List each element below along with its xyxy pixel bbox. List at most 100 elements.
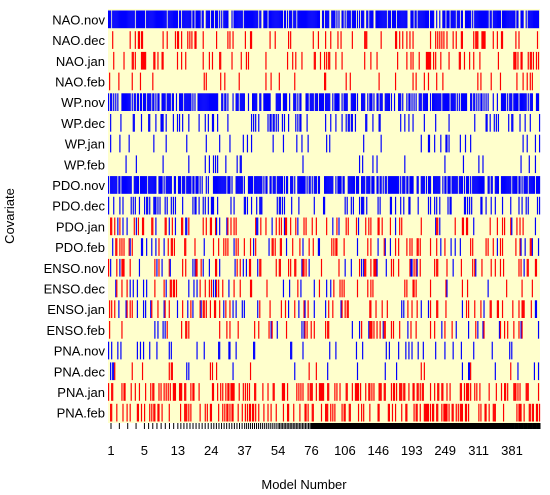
heatmap-cell (392, 321, 395, 339)
heatmap-cell (228, 383, 230, 401)
heatmap-cell (259, 176, 261, 194)
heatmap-cell (334, 383, 336, 401)
heatmap-cell (108, 196, 110, 215)
heatmap-cell (493, 403, 495, 422)
heatmap-cell (154, 10, 156, 29)
heatmap-cell (168, 403, 170, 422)
heatmap-cell (217, 155, 219, 174)
heatmap-cell (289, 93, 291, 111)
heatmap-cell (177, 31, 180, 49)
heatmap-cell (515, 176, 517, 194)
heatmap-cell (351, 93, 353, 111)
heatmap-cell (516, 93, 518, 111)
heatmap-cell (209, 362, 212, 381)
heatmap-cell (294, 10, 296, 29)
heatmap-cell (202, 300, 204, 318)
heatmap-cell (336, 217, 338, 236)
heatmap-cell (526, 383, 528, 401)
heatmap-cell (350, 114, 352, 132)
heatmap-cell (416, 238, 418, 256)
heatmap-cell (421, 383, 423, 401)
heatmap-cell (298, 300, 300, 318)
heatmap-cell (389, 217, 392, 236)
heatmap-cell (112, 176, 114, 194)
heatmap-cell (538, 176, 541, 194)
heatmap-cell (132, 51, 134, 70)
heatmap-cell (416, 300, 418, 318)
heatmap-cell (322, 383, 325, 401)
heatmap-cell (239, 10, 241, 29)
heatmap-cell (474, 258, 476, 277)
heatmap-cell (132, 196, 134, 215)
heatmap-cell (530, 238, 532, 256)
heatmap-cell (296, 383, 298, 401)
heatmap-cell (333, 279, 335, 298)
heatmap-cell (208, 258, 210, 277)
heatmap-cell (294, 258, 296, 277)
heatmap-cell (454, 10, 456, 29)
heatmap-cell (529, 176, 531, 194)
heatmap-cell (283, 217, 286, 236)
heatmap-cell (421, 176, 423, 194)
heatmap-cell (132, 114, 134, 132)
heatmap-cell (400, 93, 402, 111)
heatmap-cell (111, 403, 113, 422)
heatmap-cell (422, 383, 424, 401)
heatmap-cell (310, 383, 312, 401)
heatmap-cell (442, 93, 444, 111)
heatmap-cell (367, 176, 369, 194)
heatmap-cell (194, 31, 196, 49)
heatmap-cell (530, 93, 532, 111)
heatmap-cell (512, 176, 514, 194)
heatmap-cell (318, 383, 321, 401)
heatmap-cell (291, 10, 293, 29)
heatmap-cell (443, 10, 445, 29)
heatmap-cell (435, 114, 437, 132)
heatmap-cell (466, 217, 469, 236)
heatmap-cell (333, 238, 335, 256)
heatmap-cell (401, 300, 403, 318)
heatmap-cell (384, 10, 386, 29)
heatmap-cell (285, 238, 288, 256)
heatmap-cell (315, 93, 317, 111)
heatmap-cell (219, 10, 221, 29)
heatmap-cell (327, 403, 329, 422)
row-label: PNA.jan (57, 385, 105, 400)
heatmap-cell (163, 383, 165, 401)
heatmap-cell (437, 403, 439, 422)
heatmap-cell (304, 176, 306, 194)
heatmap-cell (517, 362, 519, 381)
heatmap-cell (445, 176, 447, 194)
heatmap-cell (273, 114, 275, 132)
heatmap-cell (192, 383, 194, 401)
heatmap-cell (229, 134, 231, 153)
heatmap-cell (361, 403, 363, 422)
heatmap-cell (495, 114, 497, 132)
heatmap-cell (445, 134, 447, 153)
heatmap-cell (336, 238, 338, 256)
heatmap-cell (471, 196, 473, 215)
heatmap-cell (157, 321, 159, 339)
heatmap-cell (292, 51, 294, 70)
heatmap-cell (256, 196, 258, 215)
heatmap-cell (190, 176, 192, 194)
heatmap-cell (165, 176, 167, 194)
heatmap-cell (444, 238, 446, 256)
heatmap-cell (131, 10, 133, 29)
heatmap-cell (441, 321, 443, 339)
heatmap-cell (129, 93, 131, 111)
heatmap-cell (524, 176, 526, 194)
heatmap-cell (172, 114, 174, 132)
heatmap-cell (212, 279, 215, 298)
heatmap-cell (525, 93, 527, 111)
heatmap-cell (290, 176, 292, 194)
heatmap-cell (116, 258, 118, 277)
heatmap-cell (174, 383, 177, 401)
heatmap-cell (509, 10, 511, 29)
heatmap-cell (404, 279, 406, 298)
heatmap-cell (169, 176, 171, 194)
heatmap-cell (239, 155, 241, 174)
heatmap-cell (478, 176, 480, 194)
heatmap-cell (335, 341, 337, 360)
heatmap-cell (243, 93, 245, 111)
